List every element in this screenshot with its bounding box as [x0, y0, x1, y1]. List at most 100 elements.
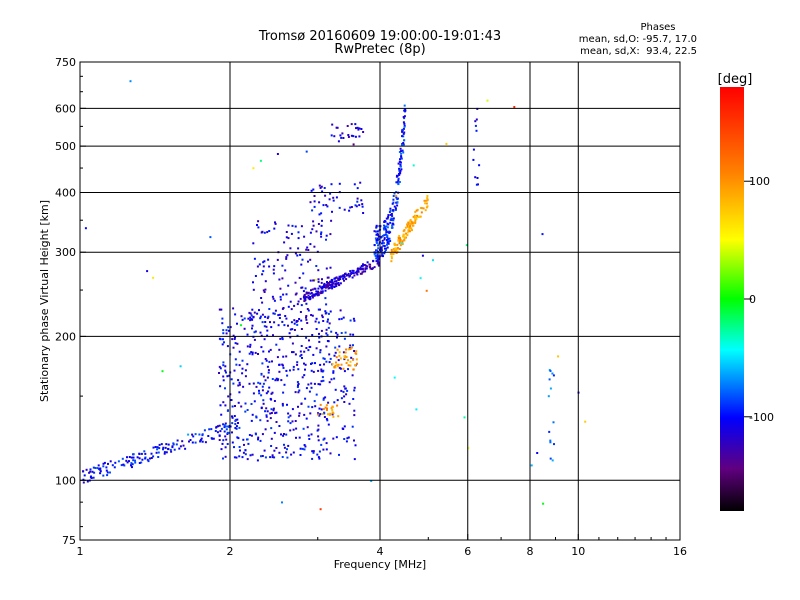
echo-point	[463, 416, 466, 419]
echo-point	[225, 329, 228, 332]
echo-point	[402, 121, 405, 124]
echo-point	[252, 167, 255, 170]
echo-point	[275, 421, 278, 423]
echo-point	[406, 225, 409, 228]
echo-point	[353, 414, 356, 417]
echo-point	[408, 230, 411, 233]
echo-point	[144, 452, 147, 455]
echo-point	[319, 508, 322, 511]
echo-point	[325, 360, 328, 363]
echo-point	[218, 308, 221, 311]
echo-point	[402, 151, 405, 154]
echo-point	[273, 321, 276, 324]
echo-point	[303, 413, 306, 416]
echo-point	[272, 268, 275, 271]
echo-point	[261, 230, 264, 233]
echo-point	[357, 128, 360, 131]
echo-point	[319, 349, 322, 352]
echo-point	[402, 143, 405, 146]
echo-point	[301, 376, 304, 379]
echo-point	[325, 448, 328, 451]
echo-point	[352, 368, 355, 371]
echo-point	[158, 447, 161, 450]
echo-point	[342, 316, 345, 319]
echo-point	[260, 373, 263, 376]
echo-point	[263, 325, 266, 328]
echo-point	[270, 427, 273, 430]
echo-point	[222, 332, 225, 335]
echo-point	[231, 338, 234, 341]
echo-point	[352, 344, 354, 347]
echo-point	[327, 276, 330, 279]
echo-point	[171, 446, 174, 449]
echo-point	[303, 444, 306, 446]
echo-point	[316, 453, 319, 456]
echo-point	[253, 400, 256, 403]
echo-point	[317, 369, 320, 372]
echo-point	[392, 198, 395, 201]
echo-point	[271, 378, 274, 380]
echo-point	[343, 395, 346, 398]
echo-point	[313, 245, 316, 248]
echo-point	[244, 449, 247, 452]
echo-point	[317, 383, 320, 386]
echo-point	[359, 266, 362, 269]
echo-point	[291, 328, 294, 331]
echo-point	[266, 329, 269, 332]
echo-point	[331, 408, 334, 411]
echo-point	[327, 284, 330, 287]
echo-point	[282, 391, 285, 394]
echo-point	[395, 196, 398, 199]
echo-point	[292, 451, 295, 454]
echo-point	[315, 347, 318, 350]
echo-point	[317, 413, 319, 416]
echo-point	[327, 318, 329, 321]
echo-point	[247, 442, 250, 445]
echo-point	[325, 404, 328, 407]
echo-point	[404, 109, 407, 112]
echo-point	[326, 419, 329, 422]
echo-point	[265, 415, 268, 418]
echo-point	[402, 116, 405, 118]
echo-point	[362, 212, 365, 214]
echo-point	[317, 278, 320, 281]
echo-point	[287, 416, 290, 419]
echo-point	[278, 451, 281, 454]
echo-point	[303, 294, 306, 297]
echo-point	[345, 356, 348, 358]
echo-point	[270, 437, 273, 440]
echo-point	[252, 281, 254, 284]
echo-point	[353, 350, 356, 352]
echo-point	[232, 346, 235, 349]
echo-point	[329, 233, 332, 236]
echo-point	[375, 249, 378, 252]
echo-point	[299, 350, 302, 353]
echo-point	[263, 231, 266, 234]
echo-point	[321, 278, 323, 281]
echo-point	[325, 234, 328, 237]
echo-point	[300, 328, 303, 330]
echo-point	[345, 362, 348, 364]
echo-point	[179, 365, 182, 368]
echo-point	[331, 363, 334, 365]
echo-point	[138, 453, 141, 455]
echo-point	[222, 401, 225, 404]
echo-point	[286, 254, 289, 257]
echo-point	[399, 147, 402, 150]
echo-point	[325, 267, 328, 270]
echo-point	[401, 143, 403, 146]
echo-point	[285, 433, 288, 436]
echo-point	[313, 195, 316, 197]
echo-point	[98, 468, 101, 471]
echo-point	[292, 428, 295, 431]
echo-point	[251, 453, 254, 456]
echo-point	[399, 244, 402, 247]
echo-point	[312, 224, 315, 227]
echo-point	[319, 383, 322, 386]
echo-point	[384, 228, 387, 230]
echo-point	[175, 443, 178, 446]
echo-point	[352, 143, 355, 146]
echo-point	[165, 443, 168, 446]
echo-point	[307, 383, 310, 386]
echo-point	[315, 265, 318, 267]
